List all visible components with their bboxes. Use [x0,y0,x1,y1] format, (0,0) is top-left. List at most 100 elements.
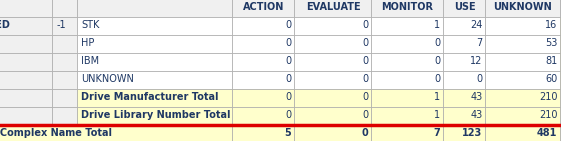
Text: 0: 0 [434,57,440,67]
Text: USE: USE [454,3,475,13]
Bar [0,16,53,35]
Bar [371,35,444,52]
Text: 43: 43 [470,92,482,103]
Bar [53,106,77,125]
Bar [295,106,371,125]
Text: 0: 0 [286,57,292,67]
Text: 7: 7 [476,38,482,49]
Bar [77,52,232,70]
Text: 0: 0 [362,20,369,30]
Bar [77,0,232,16]
Bar [0,89,53,106]
Text: 12: 12 [470,57,482,67]
Text: 0: 0 [286,92,292,103]
Bar [0,52,53,70]
Text: 481: 481 [537,128,558,138]
Text: 24: 24 [470,20,482,30]
Bar [232,89,295,106]
Bar [232,106,295,125]
Text: 0: 0 [362,57,369,67]
Bar [232,52,295,70]
Text: HP: HP [81,38,95,49]
Bar [295,35,371,52]
Bar [295,89,371,106]
Text: 0: 0 [434,74,440,84]
Bar [53,52,77,70]
Bar [232,16,295,35]
Bar [485,52,560,70]
Bar [0,125,232,141]
Bar [53,70,77,89]
Bar [371,0,444,16]
Bar [295,0,371,16]
Bar [485,125,560,141]
Text: -1: -1 [57,20,66,30]
Text: 210: 210 [539,111,558,121]
Bar [295,70,371,89]
Bar [444,52,485,70]
Text: 81: 81 [545,57,558,67]
Text: 60: 60 [545,74,558,84]
Bar [53,35,77,52]
Bar [232,0,295,16]
Bar [371,52,444,70]
Bar [53,89,77,106]
Text: 0: 0 [362,38,369,49]
Bar [0,0,53,16]
Text: 43: 43 [470,111,482,121]
Text: Drive Manufacturer Total: Drive Manufacturer Total [81,92,219,103]
Text: Drive Library Number Total: Drive Library Number Total [81,111,231,121]
Text: EVALUATE: EVALUATE [306,3,360,13]
Bar [77,16,232,35]
Bar [444,0,485,16]
Bar [371,70,444,89]
Text: 0: 0 [286,20,292,30]
Text: 0: 0 [286,111,292,121]
Text: 210: 210 [539,92,558,103]
Bar [485,106,560,125]
Bar [371,89,444,106]
Bar [77,89,232,106]
Text: UNKNOWN: UNKNOWN [494,3,553,13]
Bar [53,16,77,35]
Text: 123: 123 [462,128,482,138]
Text: 1: 1 [434,111,440,121]
Text: REMOVED: REMOVED [0,20,10,30]
Text: 0: 0 [362,74,369,84]
Text: ACTION: ACTION [243,3,284,13]
Text: 0: 0 [362,111,369,121]
Text: IBM: IBM [81,57,100,67]
Text: MONITOR: MONITOR [381,3,434,13]
Text: 53: 53 [545,38,558,49]
Bar [485,16,560,35]
Text: 0: 0 [362,92,369,103]
Text: 0: 0 [286,38,292,49]
Text: 0: 0 [286,74,292,84]
Bar [444,35,485,52]
Bar [232,70,295,89]
Text: 0: 0 [434,38,440,49]
Bar [232,125,295,141]
Bar [444,16,485,35]
Bar [485,0,560,16]
Text: UNKNOWN: UNKNOWN [81,74,135,84]
Bar [295,52,371,70]
Text: 16: 16 [545,20,558,30]
Bar [0,106,53,125]
Bar [295,16,371,35]
Bar [77,70,232,89]
Bar [444,106,485,125]
Bar [485,35,560,52]
Bar [77,106,232,125]
Bar [371,125,444,141]
Bar [485,70,560,89]
Bar [444,70,485,89]
Text: 0: 0 [476,74,482,84]
Text: 7: 7 [434,128,440,138]
Bar [444,89,485,106]
Bar [0,35,53,52]
Bar [444,125,485,141]
Text: 1: 1 [434,92,440,103]
Bar [77,35,232,52]
Bar [485,89,560,106]
